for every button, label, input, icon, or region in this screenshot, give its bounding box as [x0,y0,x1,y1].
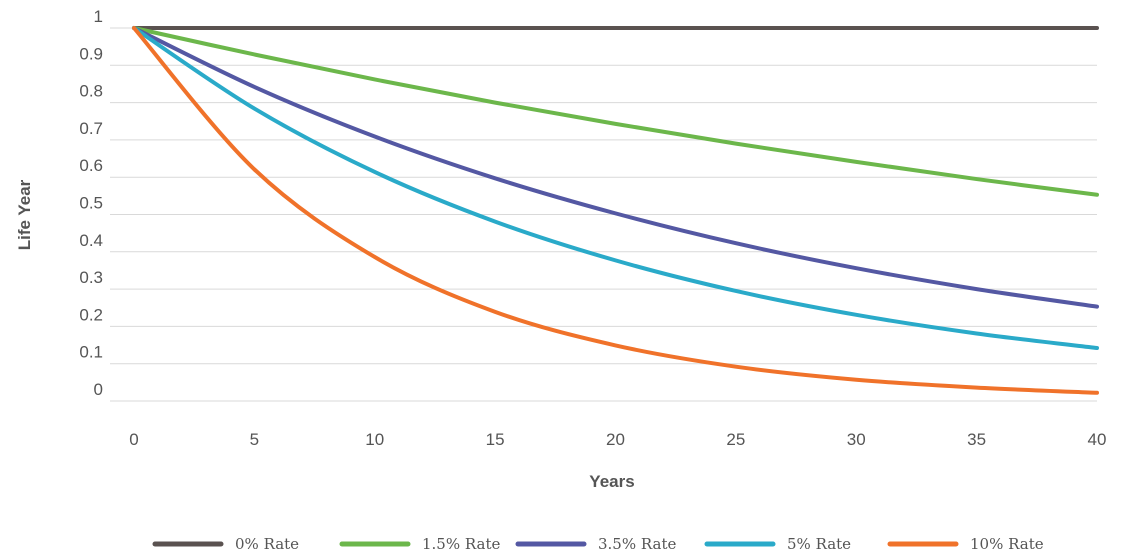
legend-item-5pct-rate: 5% Rate [704,535,851,553]
y-tick-label: 0.9 [79,44,103,63]
legend-label: 0% Rate [235,535,299,553]
x-tick-label: 20 [606,430,625,449]
series-line-5pct-rate [132,26,1099,351]
x-tick-label: 40 [1088,430,1107,449]
x-tick-label: 35 [967,430,986,449]
legend-label: 3.5% Rate [598,535,676,553]
y-tick-label: 0 [94,380,103,399]
legend-label: 10% Rate [970,535,1044,553]
y-axis-ticks: 0 0.1 0.2 0.3 0.4 0.5 0.6 0.7 0.8 0.9 1 [79,7,103,399]
x-axis-title: Years [589,472,634,491]
legend-item-0pct-rate: 0% Rate [152,535,299,553]
y-tick-label: 0.4 [79,231,103,250]
x-tick-label: 30 [847,430,866,449]
y-tick-label: 0.8 [79,82,103,101]
y-tick-label: 0.3 [79,268,103,287]
x-tick-label: 0 [129,430,138,449]
series-line-10pct-rate [132,26,1099,395]
gridlines [110,27,1097,402]
y-axis-title: Life Year [15,179,34,250]
x-tick-label: 25 [726,430,745,449]
y-tick-label: 0.5 [79,194,103,213]
y-tick-label: 1 [94,7,103,26]
y-tick-label: 0.6 [79,156,103,175]
series-line-3-5pct-rate [132,26,1099,309]
series-lines [132,25,1099,395]
legend-label: 1.5% Rate [422,535,500,553]
y-tick-label: 0.1 [79,343,103,362]
x-tick-label: 15 [486,430,505,449]
y-tick-label: 0.2 [79,305,103,324]
y-tick-label: 0.7 [79,119,103,138]
legend-label: 5% Rate [787,535,851,553]
legend-item-1-5pct-rate: 1.5% Rate [339,535,500,553]
legend-item-3-5pct-rate: 3.5% Rate [515,535,676,553]
x-tick-label: 5 [250,430,259,449]
x-tick-label: 10 [365,430,384,449]
x-axis-ticks: 0 5 10 15 20 25 30 35 40 [129,430,1106,449]
series-line-1-5pct-rate [132,26,1099,197]
legend-item-10pct-rate: 10% Rate [887,535,1044,553]
legend: 0% Rate 1.5% Rate 3.5% Rate 5% Rate 10% Rate [152,535,1044,553]
